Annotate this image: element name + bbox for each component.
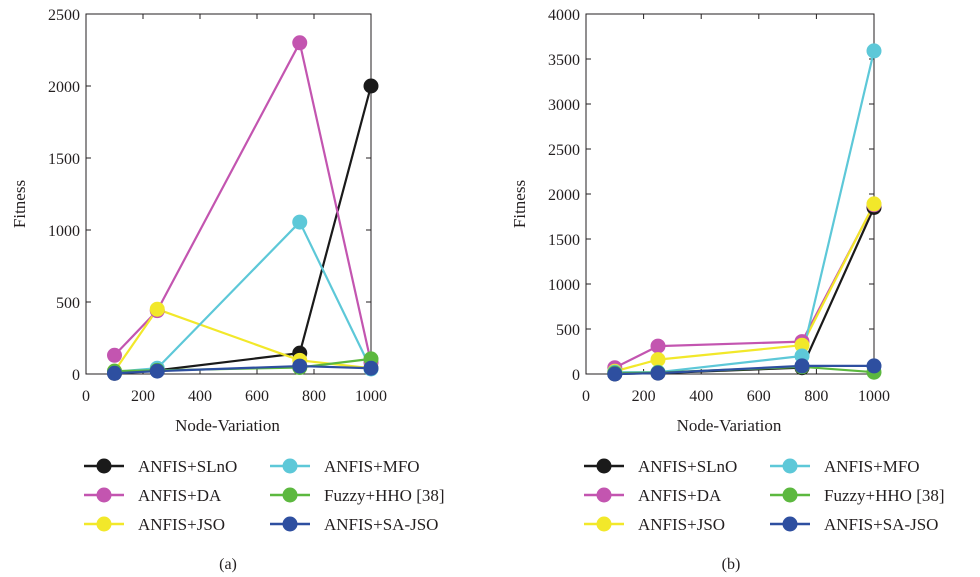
legend-label: ANFIS+DA [138, 486, 222, 505]
data-point [363, 360, 379, 376]
data-point [107, 365, 122, 381]
data-point [292, 214, 308, 230]
legend-label: Fuzzy+HHO [38] [824, 486, 945, 505]
legend-label: ANFIS+MFO [824, 457, 920, 476]
x-tick-label: 800 [302, 388, 326, 405]
legend-marker [282, 458, 298, 474]
y-tick-label: 1500 [48, 151, 80, 168]
data-point [650, 338, 666, 354]
y-tick-label: 2500 [48, 7, 80, 24]
x-tick-label: 400 [689, 388, 713, 405]
x-axis-label: Node-Variation [677, 416, 782, 435]
legend-label: Fuzzy+HHO [38] [324, 486, 445, 505]
legend-marker [96, 516, 112, 532]
y-tick-label: 2000 [48, 79, 80, 96]
legend-label: ANFIS+SA-JSO [824, 515, 938, 534]
series-line-3 [614, 203, 875, 373]
x-tick-label: 1000 [355, 388, 387, 405]
y-tick-label: 0 [72, 367, 80, 384]
y-tick-label: 1000 [48, 223, 80, 240]
legend-label: ANFIS+DA [638, 486, 722, 505]
legend-marker [782, 516, 798, 532]
plot-frame [85, 13, 372, 375]
y-tick-label: 1500 [548, 232, 580, 249]
x-tick-label: 0 [582, 388, 590, 405]
x-tick-label: 400 [188, 388, 212, 405]
y-tick-label: 2000 [548, 187, 580, 204]
x-tick-label: 1000 [858, 388, 890, 405]
legend-marker [96, 458, 112, 474]
data-point [107, 347, 122, 363]
y-tick-label: 500 [56, 295, 80, 312]
y-axis-label: Fitness [10, 180, 29, 228]
legend-marker [282, 516, 298, 532]
legend-label: ANFIS+SLnO [138, 457, 237, 476]
data-point [866, 43, 882, 59]
series-line-6 [114, 364, 372, 375]
legend-marker [596, 516, 612, 532]
data-point [650, 352, 666, 368]
legend-label: ANFIS+SLnO [638, 457, 737, 476]
legend-label: ANFIS+SA-JSO [324, 515, 438, 534]
x-axis-label: Node-Variation [175, 416, 280, 435]
panel-label: (b) [722, 556, 741, 573]
data-point [149, 363, 165, 379]
legend-marker [282, 487, 298, 503]
series-line-3 [113, 308, 372, 372]
legend-label: ANFIS+JSO [138, 515, 225, 534]
data-point [292, 35, 308, 51]
data-point [363, 78, 379, 94]
data-point [607, 366, 623, 382]
y-tick-label: 500 [556, 322, 580, 339]
data-point [292, 358, 308, 374]
chart-panel-2: 0 200 400 600 800 1000 0 500 1000 1500 2000 2500 300… [510, 7, 945, 573]
x-tick-label: 0 [82, 388, 90, 405]
legend-label: ANFIS+JSO [638, 515, 725, 534]
y-tick-label: 3500 [548, 52, 580, 69]
data-point [866, 196, 882, 212]
series-line-1 [114, 85, 373, 375]
data-point [650, 365, 666, 381]
series-line-4 [114, 220, 372, 373]
legend-marker [596, 458, 612, 474]
series-line-6 [614, 364, 874, 376]
data-point [866, 358, 882, 374]
series-line-2 [113, 41, 373, 363]
legend-marker [782, 487, 798, 503]
chart-panel-1: 0 200 400 600 800 1000 0 500 1000 1500 2000 2500 Nod… [10, 7, 445, 573]
legend-marker [782, 458, 798, 474]
panel-label: (a) [219, 556, 237, 573]
y-tick-label: 4000 [548, 7, 580, 24]
x-tick-label: 600 [245, 388, 269, 405]
y-tick-label: 2500 [548, 142, 580, 159]
legend-marker [96, 487, 112, 503]
y-tick-label: 3000 [548, 97, 580, 114]
x-tick-label: 600 [747, 388, 771, 405]
plot-frame [585, 13, 875, 375]
x-tick-label: 800 [804, 388, 828, 405]
x-tick-label: 200 [632, 388, 656, 405]
x-tick-label: 200 [131, 388, 155, 405]
legend-label: ANFIS+MFO [324, 457, 420, 476]
series-line-4 [614, 50, 876, 374]
y-tick-label: 1000 [548, 277, 580, 294]
legend-marker [596, 487, 612, 503]
data-point [794, 358, 810, 374]
y-tick-label: 0 [572, 367, 580, 384]
data-point [794, 337, 810, 353]
data-point [149, 301, 165, 317]
y-axis-label: Fitness [510, 180, 529, 228]
